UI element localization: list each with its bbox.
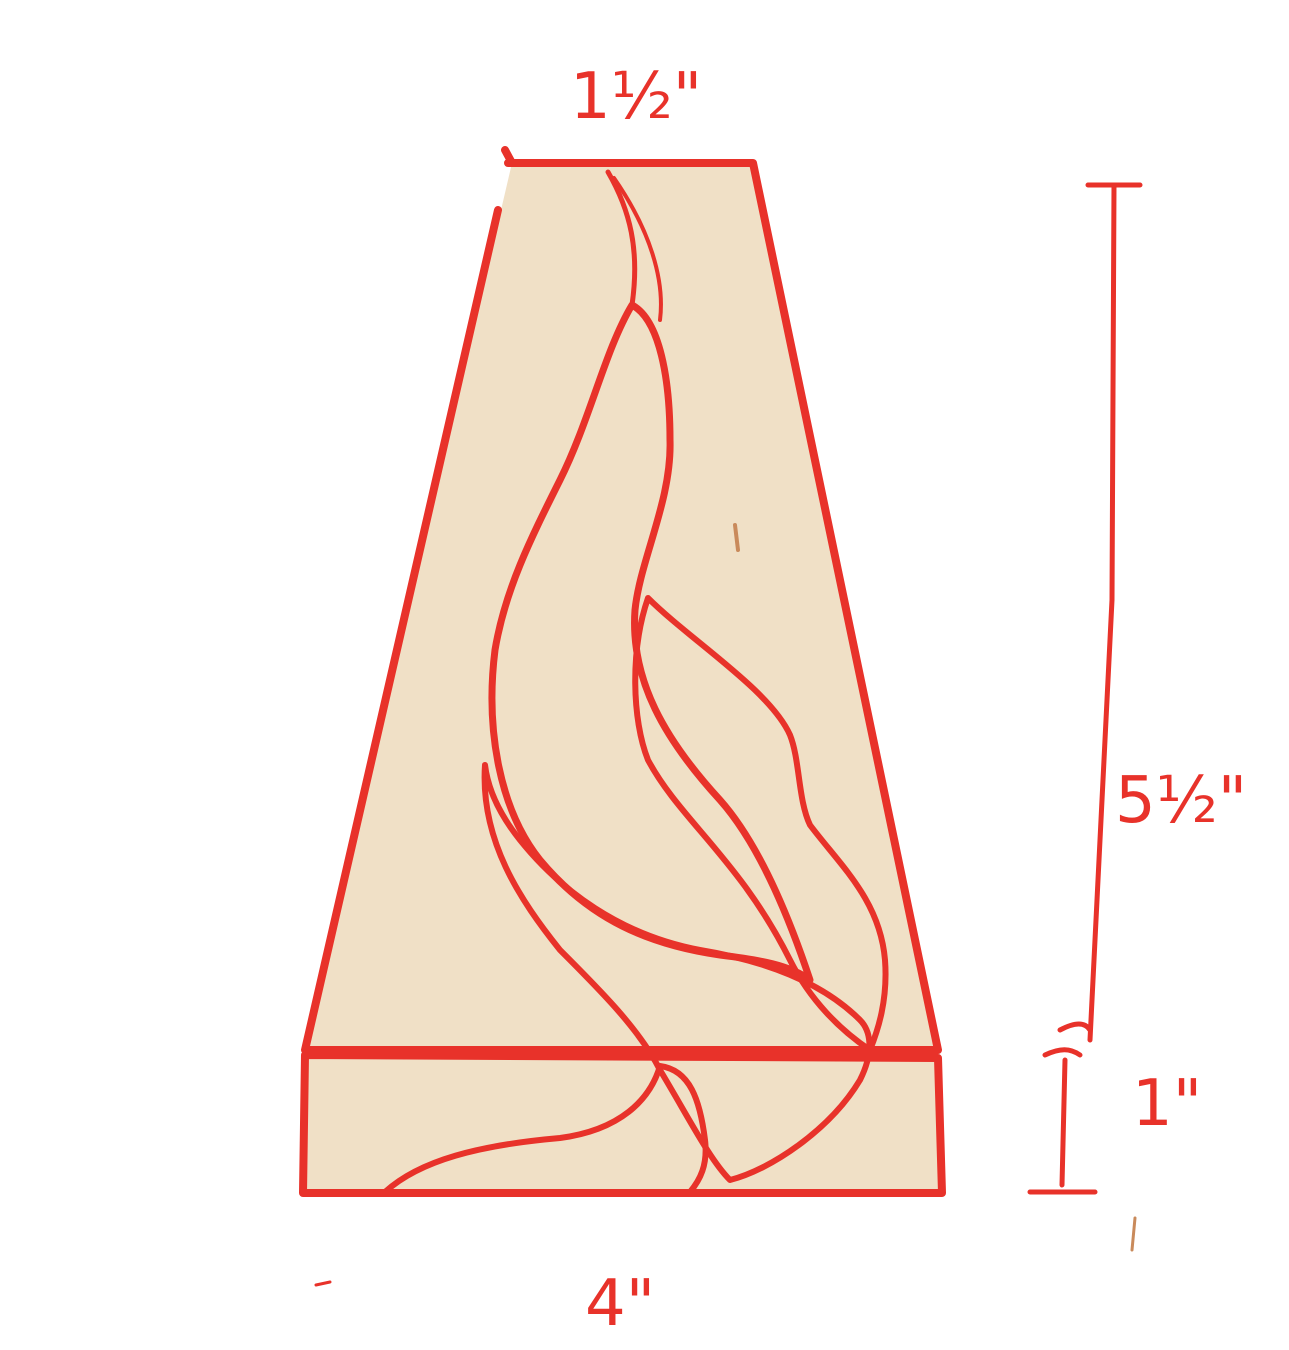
height-dimension-line (1027, 182, 1143, 1195)
stray-mark (1130, 1216, 1137, 1252)
flame-tail-line (605, 169, 638, 308)
bottom-width-label: 4" (585, 1267, 655, 1341)
flame-dark-layer (488, 301, 814, 984)
flame-gold-layer (632, 595, 889, 1053)
base-block-fill (303, 1055, 942, 1193)
stray-mark (733, 523, 740, 552)
base-outline (299, 1051, 946, 1197)
top-width-label: 1½" (570, 60, 702, 134)
upper-trapezoid-fill (305, 163, 938, 1050)
stray-mark (314, 1280, 332, 1287)
flame-tail-line-2 (612, 176, 663, 322)
upper-height-label: 5½" (1115, 764, 1247, 838)
base-height-label: 1" (1132, 1067, 1202, 1141)
flame-base-curl (382, 1063, 709, 1195)
trapezoid-outline (301, 146, 942, 1054)
